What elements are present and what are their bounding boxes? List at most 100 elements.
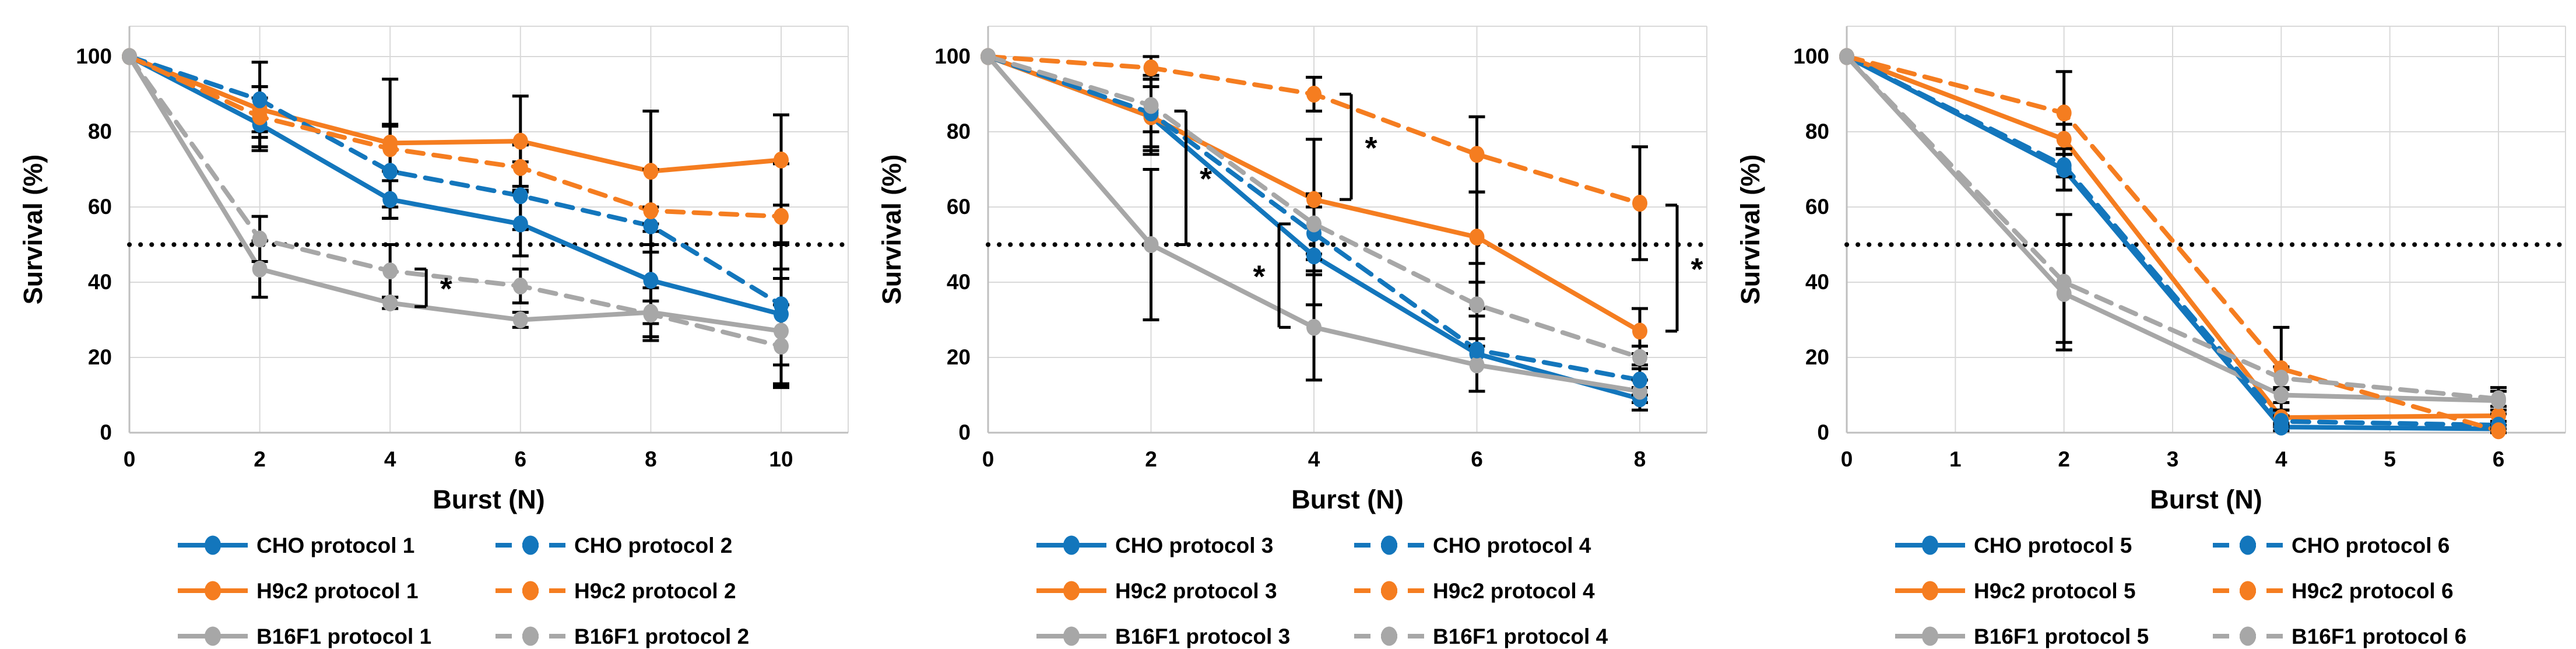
legend-label: B16F1 protocol 3 [1115,625,1290,648]
legend: CHO protocol 5 H9c2 protocol 5 B16F1 proto… [1895,534,2466,648]
legend-swatch-marker [205,581,221,601]
data-point-marker-h9c2-protocol-2 [252,108,268,125]
y-tick-label: 0 [1817,420,1829,444]
series-line-b16f1-protocol-2 [127,54,783,349]
legend: CHO protocol 3 H9c2 protocol 3 B16F1 proto… [1036,534,1608,648]
significance-annotation: * [1340,93,1377,201]
legend-label: CHO protocol 3 [1115,534,1273,557]
x-tick-label: 4 [2275,447,2287,471]
data-point-marker-cho-protocol-1 [512,215,528,233]
data-point-marker-h9c2-protocol-4 [1469,146,1485,163]
legend-label: CHO protocol 2 [574,534,732,557]
series-line-h9c2-protocol-5 [1844,54,2501,420]
data-point-marker-b16f1-protocol-2 [122,48,137,65]
x-tick-label: 2 [254,447,266,471]
legend-label: H9c2 protocol 4 [1433,579,1595,603]
x-tick-label: 0 [1841,447,1853,471]
y-tick-label: 20 [88,345,112,369]
data-point-marker-h9c2-protocol-2 [382,140,398,157]
legend-label: CHO protocol 4 [1433,534,1591,557]
legend-swatch-marker [2240,581,2256,601]
legend-swatch-marker [1381,626,1397,646]
data-point-marker-b16f1-protocol-1 [382,294,398,311]
y-tick-label: 100 [1793,44,1829,68]
x-tick-label: 3 [2167,447,2179,471]
data-point-marker-cho-protocol-6 [2273,413,2289,430]
legend-label: H9c2 protocol 3 [1115,579,1277,603]
x-tick-label: 10 [769,447,793,471]
data-point-marker-b16f1-protocol-1 [774,322,789,340]
significance-annotation: * [1253,222,1291,329]
data-point-marker-h9c2-protocol-3 [1306,191,1322,208]
legend-item-b16f1-protocol-2: B16F1 protocol 2 [495,625,749,648]
data-point-marker-b16f1-protocol-3 [1469,356,1485,374]
chart-svg: * 0 20 40 60 80 100 0 2 4 6 8 10 Burst (N) Survival (%… [18,26,851,648]
legend-label: CHO protocol 1 [256,534,414,557]
legend: CHO protocol 1 H9c2 protocol 1 B16F1 proto… [178,534,749,648]
legend-item-cho-protocol-6: CHO protocol 6 [2213,534,2450,557]
data-point-marker-b16f1-protocol-5 [2273,387,2289,404]
legend-item-h9c2-protocol-3: H9c2 protocol 3 [1036,579,1277,603]
data-point-marker-h9c2-protocol-4 [1632,195,1647,212]
survival-chart-panel-3: 0 20 40 60 80 100 0 1 2 3 4 5 6 Burst (N) Survival (%)… [1717,0,2576,649]
legend-item-h9c2-protocol-1: H9c2 protocol 1 [178,579,419,603]
legend-swatch-marker [1381,581,1397,601]
legend-swatch-marker [2240,626,2256,646]
gridlines [1847,26,2566,433]
series-line-b16f1-protocol-1 [127,54,783,334]
x-tick-label: 8 [645,447,657,471]
survival-chart-panel-1: * 0 20 40 60 80 100 0 2 4 6 8 10 Burst (N) Survival (%… [0,0,859,649]
data-point-marker-b16f1-protocol-4 [1632,349,1647,366]
series-line-h9c2-protocol-2 [127,54,783,219]
y-tick-label: 0 [100,420,112,444]
data-point-marker-b16f1-protocol-1 [252,260,268,278]
legend-label: B16F1 protocol 6 [2292,625,2466,648]
data-point-marker-cho-protocol-1 [382,191,398,208]
x-axis-title: Burst (N) [433,485,544,514]
data-point-marker-cho-protocol-4 [1632,371,1647,389]
data-point-marker-h9c2-protocol-4 [1306,86,1322,103]
legend-swatch-marker [1063,535,1080,555]
x-tick-label: 6 [515,447,527,471]
data-point-marker-b16f1-protocol-6 [2491,390,2506,408]
data-point-marker-b16f1-protocol-4 [1306,215,1322,233]
x-tick-label: 4 [384,447,396,471]
data-point-marker-h9c2-protocol-3 [1469,229,1485,246]
significance-star: * [1200,162,1212,197]
y-tick-label: 40 [1805,270,1829,294]
significance-star: * [440,272,452,307]
legend-label: H9c2 protocol 2 [574,579,736,603]
data-point-marker-h9c2-protocol-2 [643,202,659,219]
legend-swatch-marker [1063,581,1080,601]
y-tick-label: 20 [1805,345,1829,369]
y-tick-label: 100 [934,44,971,68]
data-point-marker-b16f1-protocol-2 [252,230,268,248]
data-point-marker-cho-protocol-2 [382,163,398,180]
legend-item-h9c2-protocol-5: H9c2 protocol 5 [1895,579,2136,603]
survival-chart-panel-2: * * * * 0 20 40 60 80 100 0 2 4 6 8 Burst (N) Survival (… [859,0,1717,649]
legend-label: CHO protocol 5 [1974,534,2132,557]
data-point-marker-b16f1-protocol-2 [382,262,398,280]
legend-item-cho-protocol-2: CHO protocol 2 [495,534,732,557]
legend-label: B16F1 protocol 1 [256,625,431,648]
significance-star: * [1691,252,1703,287]
y-axis-title: Survival (%) [877,155,906,305]
y-axis-title: Survival (%) [1735,155,1765,305]
data-point-marker-b16f1-protocol-3 [1143,236,1159,253]
data-point-marker-cho-protocol-2 [774,296,789,314]
legend-label: B16F1 protocol 2 [574,625,749,648]
data-point-marker-cho-protocol-3 [1306,247,1322,265]
data-point-marker-b16f1-protocol-4 [1469,296,1485,314]
data-point-marker-b16f1-protocol-4 [981,48,996,65]
data-point-marker-h9c2-protocol-1 [774,151,789,169]
legend-swatch-marker [1381,535,1397,555]
x-tick-label: 6 [1471,447,1483,471]
legend-label: CHO protocol 6 [2292,534,2450,557]
legend-swatch-marker [205,535,221,555]
data-point-marker-cho-protocol-4 [1469,341,1485,359]
data-point-marker-h9c2-protocol-6 [2056,104,2072,122]
data-point-marker-b16f1-protocol-6 [2273,369,2289,387]
data-point-marker-b16f1-protocol-2 [774,338,789,355]
data-point-marker-b16f1-protocol-6 [2056,273,2072,291]
